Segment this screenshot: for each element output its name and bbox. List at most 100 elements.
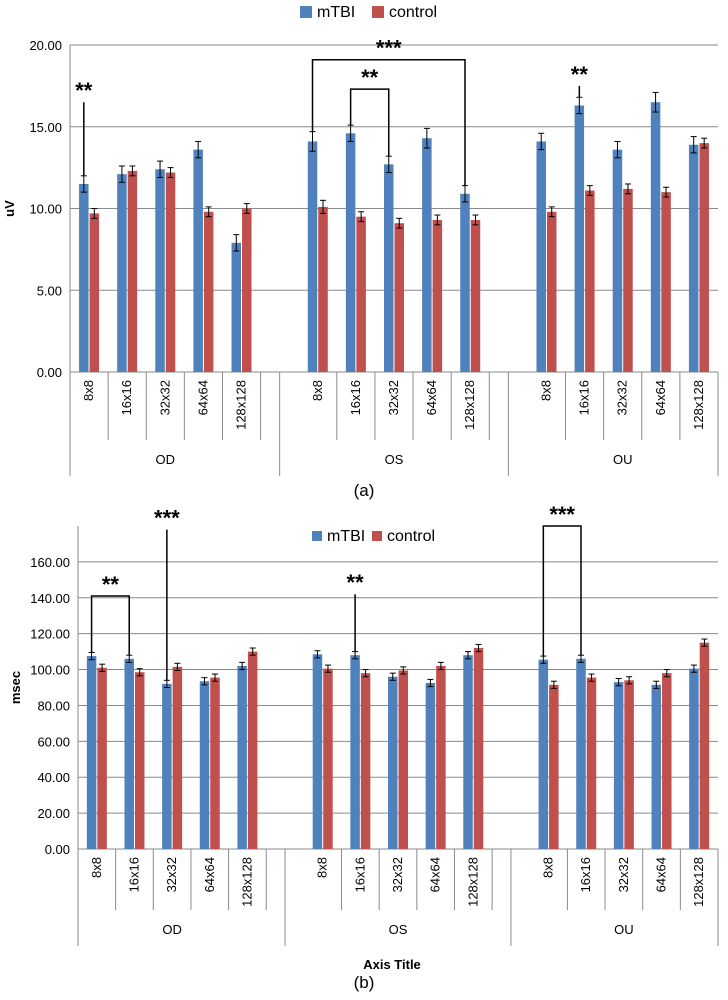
- category-label: 32x32: [390, 857, 405, 892]
- bar-mtbi: [422, 138, 432, 372]
- legend-label: mTBI: [327, 528, 365, 545]
- bar-mtbi: [312, 654, 323, 849]
- y-tick-label: 5.00: [37, 283, 62, 298]
- bar-mtbi: [612, 149, 623, 372]
- y-tick-label: 140.00: [30, 591, 70, 606]
- category-label: 128x128: [691, 380, 706, 430]
- y-tick-label: 60.00: [37, 734, 70, 749]
- bar-mtbi: [538, 659, 549, 849]
- bar-mtbi: [384, 164, 394, 372]
- bar-control: [699, 143, 709, 372]
- category-label: 128x128: [462, 380, 477, 430]
- category-label: 16x16: [348, 380, 363, 415]
- category-label: 8x8: [315, 857, 330, 878]
- category-label: 8x8: [538, 380, 553, 401]
- bar-control: [398, 670, 408, 849]
- y-tick-label: 120.00: [30, 627, 70, 642]
- category-label: 16x16: [577, 380, 592, 415]
- bar-control: [89, 213, 100, 372]
- category-label: 128x128: [465, 857, 480, 907]
- bar-control: [172, 666, 183, 849]
- significance-stars: ***: [376, 36, 402, 61]
- y-tick-label: 160.00: [30, 555, 70, 570]
- x-axis-title: Axis Title: [363, 957, 421, 972]
- panel-caption: (a): [354, 481, 375, 500]
- category-label: 16x16: [119, 380, 134, 415]
- category-label: 64x64: [428, 857, 443, 892]
- bar-control: [473, 648, 484, 849]
- category-label: 32x32: [616, 857, 631, 892]
- bar-control: [360, 673, 371, 849]
- bar-mtbi: [345, 133, 356, 372]
- significance-stars: **: [571, 62, 589, 87]
- category-label: 16x16: [578, 857, 593, 892]
- bar-mtbi: [460, 193, 470, 372]
- bar-control: [624, 680, 634, 849]
- category-label: 32x32: [157, 380, 172, 415]
- significance-stars: **: [75, 78, 93, 103]
- legend-label: control: [389, 4, 437, 21]
- significance-stars: **: [361, 65, 379, 90]
- legend-swatch-mtbi: [300, 6, 312, 18]
- category-label: 64x64: [202, 857, 217, 892]
- bar-mtbi: [425, 683, 436, 849]
- legend-label: mTBI: [317, 4, 355, 21]
- category-label: 8x8: [89, 857, 104, 878]
- chart-a-amplitude: 0.00 5.00 10.00 15.00 20.00 uV 8x8 16x16 32x32 64…: [2, 4, 719, 500]
- bar-control: [549, 684, 559, 849]
- category-label: 128x128: [234, 380, 249, 430]
- bar-mtbi: [688, 144, 699, 372]
- bar-control: [356, 216, 366, 372]
- bar-control: [247, 651, 258, 849]
- group-label: OU: [613, 452, 633, 467]
- category-label: 64x64: [653, 380, 668, 415]
- bar-control: [586, 677, 597, 849]
- category-label: 32x32: [164, 857, 179, 892]
- y-tick-label: 20.00: [37, 806, 70, 821]
- y-tick-label: 20.00: [29, 38, 62, 53]
- bar-mtbi: [307, 141, 318, 372]
- bar-mtbi: [124, 658, 134, 849]
- category-label: 8x8: [541, 857, 556, 878]
- category-label: 8x8: [81, 380, 96, 401]
- y-tick-label: 15.00: [29, 120, 62, 135]
- significance-bracket: [349, 88, 390, 157]
- chart-b-latency: 0.00 20.00 40.00 60.00 80.00 100.00 120.00 140.…: [8, 502, 719, 992]
- bar-control: [623, 188, 633, 372]
- bar-mtbi: [117, 174, 127, 372]
- bar-mtbi: [193, 149, 203, 372]
- bar-mtbi: [231, 242, 242, 372]
- y-axis-label: msec: [8, 671, 23, 704]
- bar-control: [394, 223, 404, 372]
- bar-mtbi: [155, 169, 165, 372]
- category-label: 128x128: [691, 857, 706, 907]
- category-label: 128x128: [239, 857, 254, 907]
- group-label: OS: [389, 922, 408, 937]
- bar-control: [436, 665, 446, 849]
- bar-mtbi: [651, 684, 662, 849]
- category-label: 64x64: [424, 380, 439, 415]
- bar-control: [432, 219, 443, 372]
- y-axis-label: uV: [2, 200, 17, 217]
- bar-control: [470, 219, 481, 372]
- y-tick-label: 40.00: [37, 770, 70, 785]
- bar-mtbi: [613, 682, 624, 849]
- significance-stars: **: [347, 570, 365, 595]
- y-tick-label: 80.00: [37, 698, 70, 713]
- category-label: 32x32: [386, 380, 401, 415]
- legend-swatch-mtbi: [312, 531, 322, 541]
- category-label: 64x64: [654, 857, 669, 892]
- group-label: OU: [614, 922, 634, 937]
- bar-control: [699, 642, 710, 849]
- significance-bracket: [542, 525, 582, 657]
- y-tick-label: 100.00: [30, 663, 70, 678]
- y-tick-label: 0.00: [37, 365, 62, 380]
- legend-label: control: [387, 528, 435, 545]
- panel-caption: (b): [354, 973, 375, 992]
- bar-mtbi: [689, 668, 699, 849]
- bar-control: [662, 673, 672, 849]
- significance-stars: **: [102, 572, 120, 597]
- y-tick-label: 10.00: [29, 202, 62, 217]
- bar-mtbi: [237, 665, 247, 849]
